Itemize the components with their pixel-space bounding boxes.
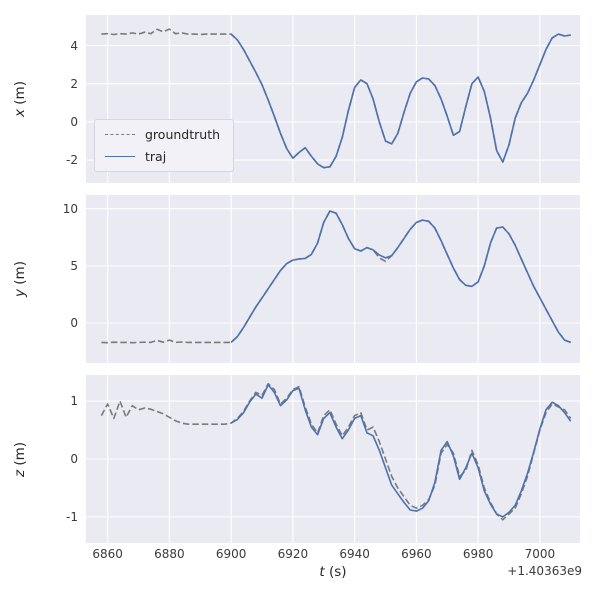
traj-line [230, 210, 571, 344]
x-tick-label: 6980 [462, 547, 494, 561]
groundtruth-line-sample [105, 134, 135, 135]
y-axis-label-y-var: y [12, 289, 28, 297]
y-tick-label: 0 [70, 316, 78, 330]
y-tick-label: 5 [70, 258, 78, 273]
x-axis-label: t (s) [86, 564, 580, 580]
y-tick-label: 0 [70, 114, 78, 129]
y-tick-label: 4 [70, 38, 78, 53]
x-tick-label: 6920 [277, 547, 309, 561]
traj-line [230, 33, 571, 169]
x-axis-label-unit: (s) [324, 564, 347, 580]
y-axis-label-z-unit: (m) [12, 441, 28, 470]
subplot-z [86, 375, 580, 543]
legend-item-groundtruth: groundtruth [105, 127, 220, 142]
x-axis-offset-text: +1.40363e9 [507, 564, 582, 578]
x-tick-label: 6880 [154, 547, 185, 561]
x-tick-label: 6860 [92, 547, 123, 561]
y-tick-label: 10 [62, 201, 78, 216]
legend-item-traj: traj [105, 149, 220, 164]
y-axis-label-x-unit: (m) [12, 81, 28, 109]
subplot-y [86, 195, 580, 363]
y-tick-label: -1 [66, 509, 78, 524]
y-tick-label: -2 [66, 153, 78, 168]
legend-label-traj: traj [145, 149, 167, 164]
axes-background [86, 195, 580, 363]
subplot-canvas [86, 195, 580, 363]
y-axis-label-z-var: z [12, 469, 28, 477]
y-axis-label-y: y (m) [12, 195, 36, 363]
x-tick-label: 6940 [339, 547, 370, 561]
x-tick-label: 6960 [401, 547, 432, 561]
traj-line [230, 384, 572, 518]
x-axis-label-var: t [319, 564, 325, 580]
x-tick-label: 7000 [524, 547, 556, 561]
legend-label-groundtruth: groundtruth [145, 127, 221, 142]
y-axis-label-x-var: x [12, 109, 28, 117]
x-tick-label: 6900 [215, 547, 247, 561]
subplot-canvas [86, 375, 580, 543]
y-axis-label-y-unit: (m) [12, 261, 28, 289]
y-tick-label: 2 [70, 76, 78, 91]
traj-line-sample [105, 156, 135, 157]
legend: groundtruth traj [94, 119, 235, 172]
y-tick-label: 0 [70, 452, 78, 466]
y-tick-label: 1 [70, 394, 78, 409]
